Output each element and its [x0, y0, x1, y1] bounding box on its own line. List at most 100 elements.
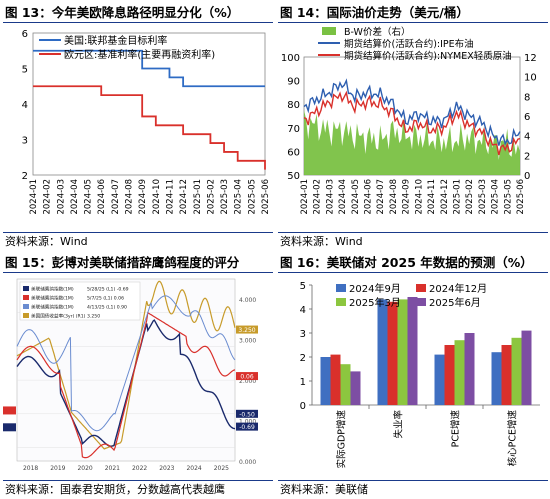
end-label: -0.50: [239, 411, 255, 418]
y-tick-label: 1: [300, 377, 306, 388]
panel-source: 资料来源：美联储: [278, 480, 548, 498]
x-tick-label: PCE增速: [450, 410, 462, 448]
x-tick-label: 2024-04: [338, 179, 348, 215]
x-tick-label: 2024-06: [97, 179, 107, 215]
x-tick-label: 2024-07: [376, 179, 386, 215]
legend-swatch: [23, 304, 29, 309]
series-area: [304, 109, 520, 175]
bar: [397, 299, 408, 405]
panel-source: 资料来源：Wind: [3, 232, 273, 250]
y-tick-label: 3: [22, 136, 28, 147]
y2-tick-label: 3.000: [239, 338, 256, 345]
y-tick-label: 60: [287, 147, 300, 158]
x-tick-label: 2025-06: [516, 179, 526, 215]
x-tick-label: 2024-08: [125, 179, 135, 215]
y2-tick-label: 8: [524, 92, 530, 103]
y-tick-label: 80: [287, 100, 300, 111]
legend-label: 2024年9月: [349, 282, 401, 295]
end-label: 3.250: [238, 327, 255, 334]
y2-tick-label: 2: [524, 151, 530, 162]
bar: [407, 297, 418, 405]
panel-title: 图 16：美联储对 2025 年数据的预测（%）: [278, 253, 548, 273]
legend-label: 2025年3月: [349, 296, 401, 309]
bar: [350, 371, 361, 405]
legend-label: B-W价差（右）: [344, 26, 410, 38]
y-tick-label: 3: [300, 329, 306, 340]
x-tick-label: 2024-09: [138, 179, 148, 215]
series-line-2: [16, 311, 236, 459]
end-label-bg: [236, 325, 258, 334]
x-tick-label: 核心PCE增速: [507, 410, 519, 467]
end-label-bg: [236, 422, 258, 431]
y2-tick-label: 4: [524, 132, 530, 143]
y-tick-label: 5: [22, 65, 28, 76]
legend-swatch: [23, 295, 29, 300]
end-label: 0.06: [240, 374, 254, 381]
x-tick-label: 2018: [23, 465, 38, 472]
series-line-1: [16, 319, 236, 447]
chart-fig13: 2 3 4 5 6 2024-01 2024-02 2024-03 2024-04 2024-05…: [22, 29, 271, 215]
chart-fig15: 0.000 1.000 2.000 3.000 4.000 2018 2019 2020 202…: [3, 278, 258, 472]
chart-fig16: 0 1 2 3 4 5 实际GDP增速 失业率 PCE增速 核心PCE增速 2024年9月 2024年…: [300, 281, 540, 469]
x-tick-label: 2020: [77, 465, 92, 472]
y-tick-label: 50: [287, 171, 300, 182]
panel-title: 图 14：国际油价走势（美元/桶）: [278, 3, 548, 23]
legend-label: 美联储鹰鸽指数(1M): [31, 295, 74, 302]
panel-source: 资料来源：Wind: [278, 232, 548, 250]
y2-tick-label: 1.000: [239, 419, 256, 426]
y2-tick-label: 6: [524, 112, 530, 123]
x-tick-label: 2025-05: [247, 179, 257, 215]
left-label-bg: [3, 406, 16, 415]
legend-swatch: [336, 284, 346, 292]
panel-fig15: 图 15：彭博对美联储措辞鹰鸽程度的评分 0.000 1.000 2.000 3.00…: [3, 253, 273, 499]
x-tick-label: 2022: [132, 465, 147, 472]
y-tick-label: 90: [287, 77, 300, 88]
left-label-bg: [3, 423, 16, 432]
bar: [464, 333, 475, 405]
y2-tick-label: 12: [524, 53, 537, 64]
panel-fig13: 图 13：今年美欧降息路径明显分化（%） 2 3 4 5 6 2024-01 2024-02…: [3, 3, 273, 250]
y2-tick-label: 0.000: [239, 459, 256, 466]
x-tick-label: 2024-09: [402, 179, 412, 215]
end-label-bg: [236, 409, 258, 418]
y2-tick-label: 4.000: [239, 297, 256, 304]
legend-label: 美联储鹰鸽指数(1M): [31, 286, 74, 293]
legend-label: 2024年12月: [429, 282, 487, 295]
x-tick-label: 2024-11: [165, 179, 175, 215]
bar: [340, 364, 351, 405]
x-tick-label: 2025-03: [220, 179, 230, 215]
x-tick-label: 2024-03: [325, 179, 335, 215]
end-label: -0.69: [239, 424, 255, 431]
bar: [387, 301, 398, 405]
x-tick-label: 2025-04: [234, 179, 244, 215]
legend-label: 美国:联邦基金目标利率: [64, 34, 167, 47]
legend-value: 5/28/25 (L1) -0.69: [87, 287, 129, 293]
x-tick-label: 2019: [50, 465, 65, 472]
series-line: [303, 78, 521, 146]
x-tick-label: 2024-01: [300, 179, 310, 215]
bar: [377, 299, 388, 405]
legend-value: 3.250: [87, 314, 100, 320]
y-tick-label: 4: [300, 305, 306, 316]
series-line: [33, 49, 265, 88]
legend-label: 美国国债收益率(3yr) (R1): [31, 313, 86, 320]
bar: [454, 340, 465, 405]
x-tick-label: 失业率: [393, 410, 405, 439]
bar: [434, 354, 445, 405]
series-line: [33, 85, 266, 170]
x-tick-label: 2025-02: [465, 179, 475, 215]
x-tick-label: 2025-04: [491, 179, 501, 215]
y-tick-label: 2: [300, 353, 306, 364]
legend-label: 期货结算价(活跃合约):NYMEX轻质原油: [344, 50, 512, 62]
y2-tick-label: 0: [524, 171, 530, 182]
panel-title: 图 15：彭博对美联储措辞鹰鸽程度的评分: [3, 253, 273, 273]
x-tick-label: 2024-11: [427, 179, 437, 215]
x-tick-label: 2024: [186, 465, 201, 472]
x-tick-label: 实际GDP增速: [336, 410, 348, 469]
legend-swatch: [416, 284, 426, 292]
x-tick-label: 2024-08: [389, 179, 399, 215]
plot-frame: [32, 32, 266, 176]
panel-fig16: 图 16：美联储对 2025 年数据的预测（%） 0 1 2 3 4 5 实际GDP增速 失业…: [278, 253, 548, 499]
x-tick-label: 2024-10: [152, 179, 162, 215]
